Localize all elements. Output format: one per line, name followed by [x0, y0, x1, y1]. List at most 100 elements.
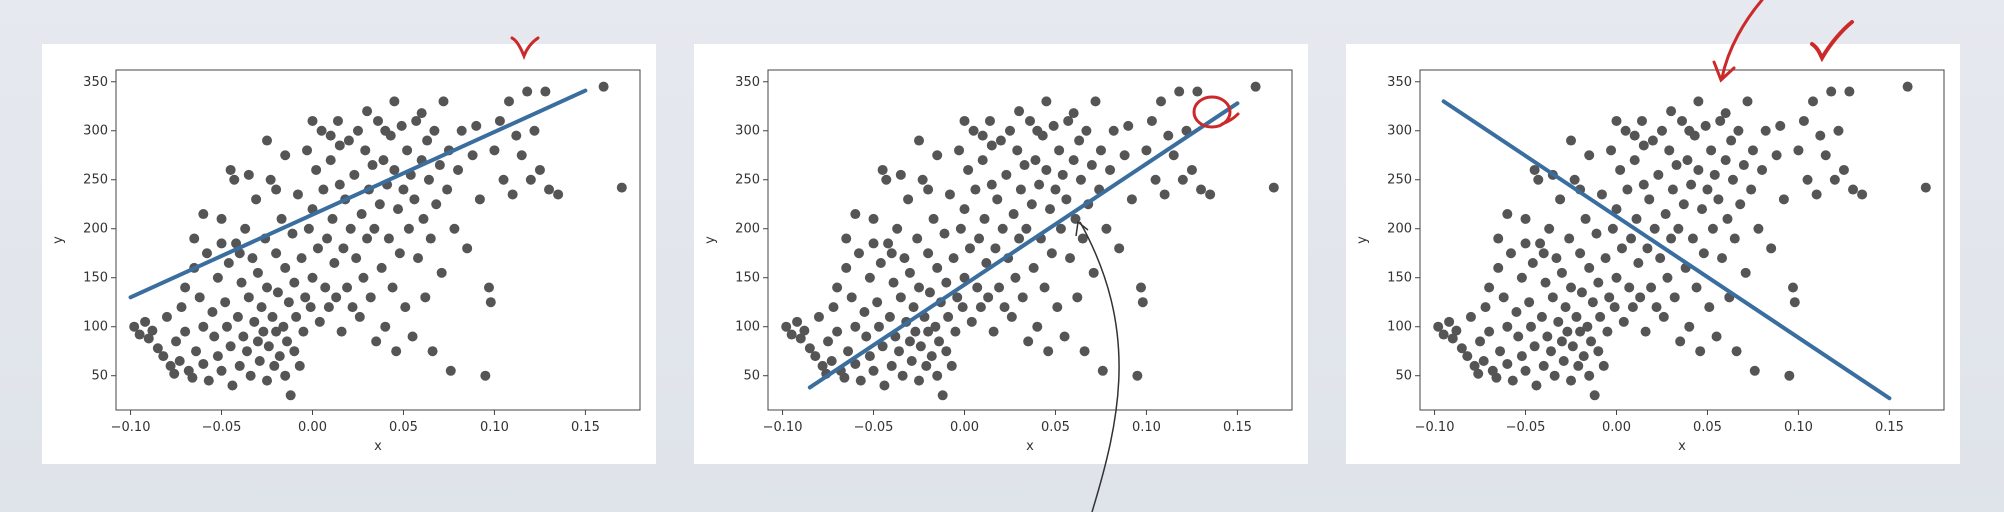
- scatter-point: [984, 115, 995, 126]
- chart-panel-right: −0.10 −0.05 0.00 0.05 0.10 0.15 50 100 150 200 250…: [1346, 44, 1960, 464]
- fit-line: [1441, 99, 1892, 401]
- scatter-point: [1533, 174, 1544, 185]
- scatter-point: [1667, 184, 1678, 195]
- scatter-point: [276, 213, 287, 224]
- scatter-point: [1826, 86, 1837, 97]
- scatter-point: [1039, 282, 1050, 293]
- scatter-point: [232, 311, 243, 322]
- scatter-point: [1553, 316, 1564, 327]
- scatter-point: [456, 125, 467, 136]
- scatter-point: [1635, 292, 1646, 303]
- scatter-point: [1444, 316, 1455, 327]
- scatter-point: [932, 262, 943, 273]
- scatter-point: [1205, 189, 1216, 200]
- scatter-point: [934, 336, 945, 347]
- scatter-point: [1168, 150, 1179, 161]
- scatter-point: [1653, 169, 1664, 180]
- scatter-point: [453, 164, 464, 175]
- y-tick-label: 250: [1387, 173, 1412, 188]
- scatter-point: [1469, 360, 1480, 371]
- scatter-point: [271, 248, 282, 259]
- scatter-point: [292, 189, 303, 200]
- scatter-point: [1726, 135, 1737, 146]
- scatter-point: [832, 282, 843, 293]
- scatter-point: [1593, 277, 1604, 288]
- scatter-point: [1019, 160, 1030, 171]
- scatter-point: [1465, 311, 1476, 322]
- scatter-point: [868, 365, 879, 376]
- scatter-point: [434, 160, 445, 171]
- scatter-point: [937, 390, 948, 401]
- plot-frame: [115, 69, 641, 411]
- scatter-point: [799, 325, 810, 336]
- scatter-point: [1535, 238, 1546, 249]
- scatter-point: [1815, 130, 1826, 141]
- scatter-point: [1829, 174, 1840, 185]
- scatter-point: [1720, 108, 1731, 119]
- scatter-point: [229, 174, 240, 185]
- scatter-point: [1150, 174, 1161, 185]
- x-axis-title: x: [1678, 439, 1686, 454]
- scatter-point: [1802, 174, 1813, 185]
- scatter-point: [371, 336, 382, 347]
- scatter-point: [1462, 351, 1473, 362]
- scatter-point: [1664, 145, 1675, 156]
- scatter-point: [1691, 282, 1702, 293]
- scatter-point: [409, 194, 420, 205]
- scatter-point: [442, 184, 453, 195]
- scatter-point: [1063, 115, 1074, 126]
- scatter-point: [398, 184, 409, 195]
- scatter-point: [1731, 346, 1742, 357]
- scatter-point: [1041, 164, 1052, 175]
- scatter-point: [853, 248, 864, 259]
- scatter-point: [1014, 233, 1025, 244]
- scatter-point: [1546, 346, 1556, 357]
- scatter-point: [810, 351, 821, 362]
- scatter-point: [963, 164, 974, 175]
- scatter-point: [1704, 302, 1715, 313]
- x-tick-label: 0.00: [1602, 420, 1631, 435]
- scatter-point: [307, 272, 318, 283]
- scatter-point: [221, 321, 232, 332]
- scatter-point: [234, 360, 245, 371]
- scatter-point: [152, 343, 163, 354]
- scatter-point: [964, 243, 975, 254]
- scatter-point: [1629, 155, 1640, 166]
- x-tick-label: −0.05: [202, 420, 242, 435]
- scatter-point: [498, 174, 509, 185]
- scatter-point: [374, 199, 385, 210]
- scatter-point: [1538, 360, 1549, 371]
- scatter-point: [954, 145, 965, 156]
- y-tick-label: 100: [735, 320, 760, 335]
- scatter-point: [1595, 311, 1606, 322]
- scatter-point: [1068, 108, 1079, 119]
- scatter-point: [832, 326, 843, 337]
- scatter-point: [1576, 287, 1587, 298]
- scatter-point: [1766, 243, 1777, 254]
- scatter-point: [999, 302, 1010, 313]
- scatter-point: [1571, 311, 1582, 322]
- scatter-point: [262, 282, 273, 293]
- scatter-point: [1034, 179, 1045, 190]
- scatter-point: [1081, 125, 1092, 136]
- scatter-point: [161, 311, 172, 322]
- scatter-point: [180, 282, 191, 293]
- scatter-point: [1616, 243, 1627, 254]
- scatter-point: [242, 346, 252, 357]
- scatter-point: [251, 194, 262, 205]
- scatter-point: [923, 326, 934, 337]
- y-axis-title: y: [1355, 236, 1370, 244]
- scatter-point: [941, 346, 952, 357]
- scatter-point: [1146, 115, 1157, 126]
- scatter-point: [879, 380, 890, 391]
- scatter-point: [516, 150, 527, 161]
- scatter-point: [1584, 150, 1595, 161]
- scatter-point: [1564, 233, 1575, 244]
- scatter-point: [983, 292, 994, 303]
- scatter-point: [1250, 81, 1261, 92]
- scatter-point: [129, 321, 140, 332]
- scatter-point: [813, 311, 824, 322]
- scatter-point: [1747, 145, 1758, 156]
- scatter-point: [534, 164, 545, 175]
- scatter-point: [243, 169, 254, 180]
